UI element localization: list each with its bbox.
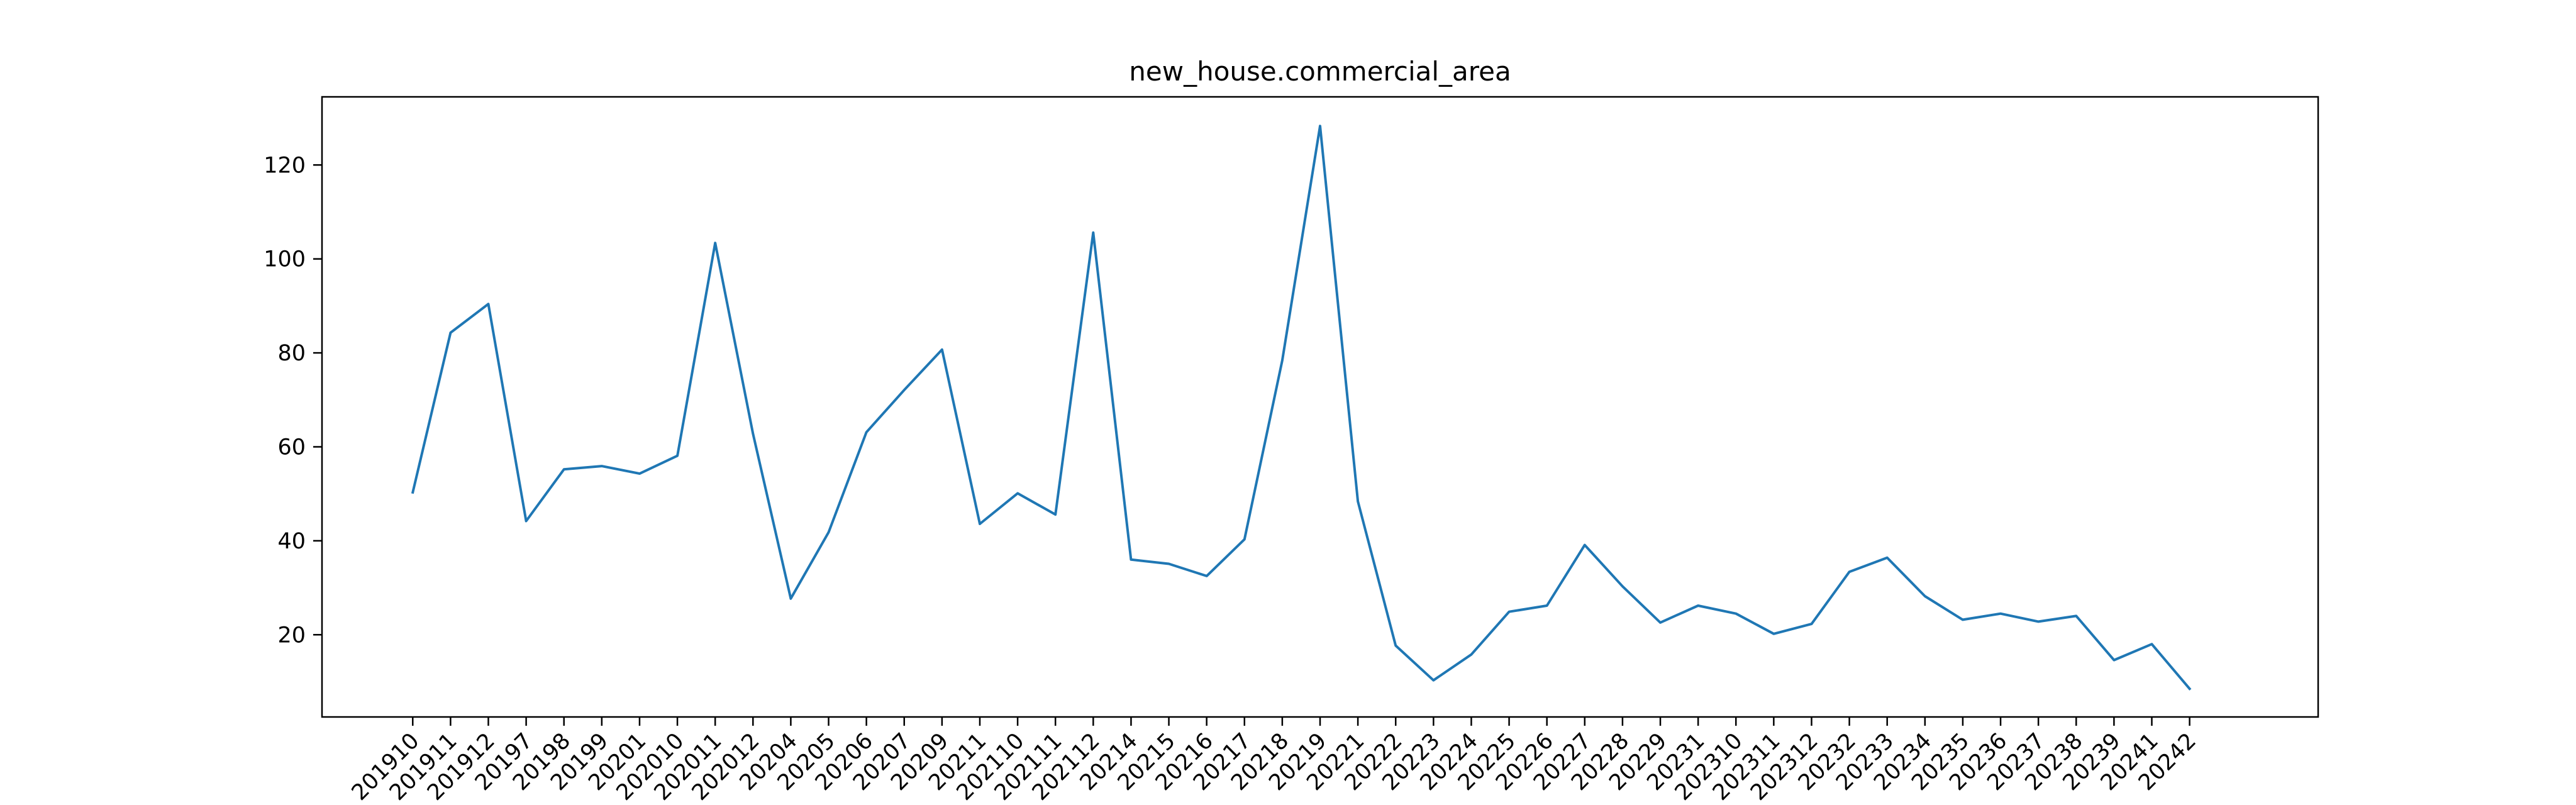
data-point	[1848, 570, 1851, 573]
data-point	[1357, 500, 1359, 502]
data-point	[1659, 621, 1662, 624]
data-point	[941, 348, 943, 351]
data-point	[1810, 623, 1813, 625]
y-tick-label: 120	[264, 153, 306, 178]
data-point	[903, 389, 906, 391]
data-point	[828, 531, 830, 533]
data-point	[1470, 653, 1472, 656]
data-point	[1962, 618, 1964, 621]
data-point	[752, 433, 754, 435]
data-point	[1924, 595, 1926, 597]
y-tick-label: 80	[277, 341, 306, 366]
series-line	[411, 125, 2192, 691]
data-point	[2112, 659, 2115, 662]
data-point	[676, 455, 679, 457]
data-point	[1168, 562, 1170, 565]
data-point	[1130, 558, 1132, 561]
data-point	[1886, 557, 1889, 559]
data-point	[1206, 575, 1208, 577]
y-tick-label: 100	[264, 247, 306, 272]
y-tick-label: 60	[277, 435, 306, 460]
y-tick-label: 40	[277, 529, 306, 554]
data-point	[1016, 492, 1019, 494]
data-point	[2151, 643, 2153, 645]
data-point	[2037, 620, 2040, 623]
data-point	[1735, 613, 1737, 615]
data-point	[1319, 125, 1321, 127]
data-point	[487, 303, 490, 305]
data-point	[1546, 604, 1548, 607]
plot-frame	[321, 96, 2319, 718]
y-tick-label: 20	[277, 623, 306, 648]
data-point	[2189, 687, 2191, 690]
data-point	[1508, 611, 1511, 613]
data-point	[1054, 513, 1057, 516]
data-point	[525, 520, 528, 523]
data-point	[1243, 538, 1246, 541]
data-point	[449, 331, 452, 334]
data-point	[2075, 614, 2077, 617]
data-point	[789, 597, 792, 600]
data-point	[1281, 359, 1284, 362]
data-point	[865, 431, 868, 433]
data-point	[601, 465, 603, 467]
data-point	[563, 468, 565, 470]
data-point	[979, 523, 981, 525]
data-point	[411, 491, 414, 494]
data-point	[1697, 604, 1699, 607]
data-point	[1394, 644, 1397, 647]
data-point	[638, 472, 641, 475]
data-point	[1772, 633, 1775, 635]
data-point	[1432, 679, 1435, 682]
data-point	[714, 242, 716, 244]
data-point	[1092, 231, 1094, 234]
data-point	[1621, 585, 1624, 587]
chart-title: new_house.commercial_area	[1129, 56, 1511, 87]
data-point	[1584, 544, 1586, 547]
data-point	[1999, 613, 2002, 615]
